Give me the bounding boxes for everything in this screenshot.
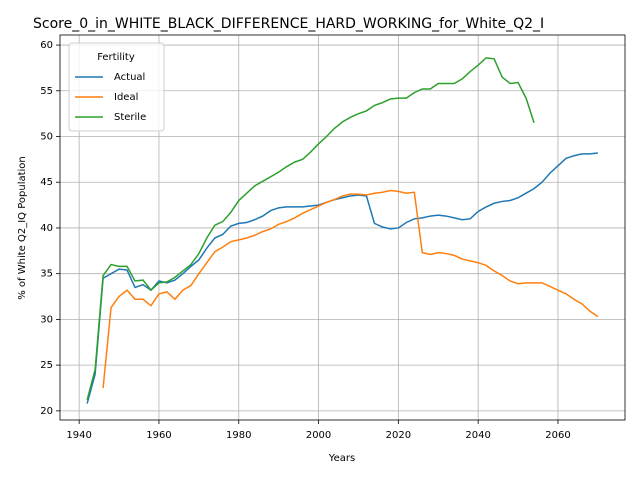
x-tick-label: 2040 [465, 430, 490, 441]
legend-label: Sterile [114, 112, 146, 123]
x-tick-label: 2020 [386, 430, 411, 441]
x-tick-label: 1960 [146, 430, 171, 441]
y-tick-label: 35 [40, 269, 53, 280]
x-tick-label: 1940 [66, 430, 91, 441]
series-line [102, 189, 599, 389]
chart-title: Score_0_in_WHITE_BLACK_DIFFERENCE_HARD_W… [33, 16, 544, 32]
series-line [86, 152, 598, 404]
y-tick-label: 20 [40, 406, 53, 417]
y-tick-label: 30 [40, 314, 53, 325]
axes: 1940 1960 1980 2000 2020 2040 2060 20 25 30 35 40 45… [40, 40, 570, 441]
plot-lines [86, 57, 599, 404]
legend-title: Fertility [97, 52, 135, 63]
y-tick-label: 60 [40, 40, 53, 51]
x-axis-label: Years [328, 453, 355, 464]
y-tick-label: 50 [40, 132, 53, 143]
x-tick-label: 2000 [306, 430, 331, 441]
legend-box [68, 42, 165, 132]
legend-label: Ideal [114, 92, 138, 103]
x-tick-label: 1980 [226, 430, 251, 441]
y-tick-label: 25 [40, 360, 53, 371]
plot-frame [59, 34, 626, 421]
series-line [86, 57, 535, 401]
y-tick-label: 45 [40, 177, 53, 188]
x-tick-label: 2060 [545, 430, 570, 441]
legend: Fertility Actual Ideal Sterile [68, 42, 165, 132]
y-axis-label: % of White Q2_IQ Population [17, 156, 28, 300]
y-tick-label: 55 [40, 86, 53, 97]
legend-label: Actual [114, 72, 145, 83]
y-tick-label: 40 [40, 223, 53, 234]
